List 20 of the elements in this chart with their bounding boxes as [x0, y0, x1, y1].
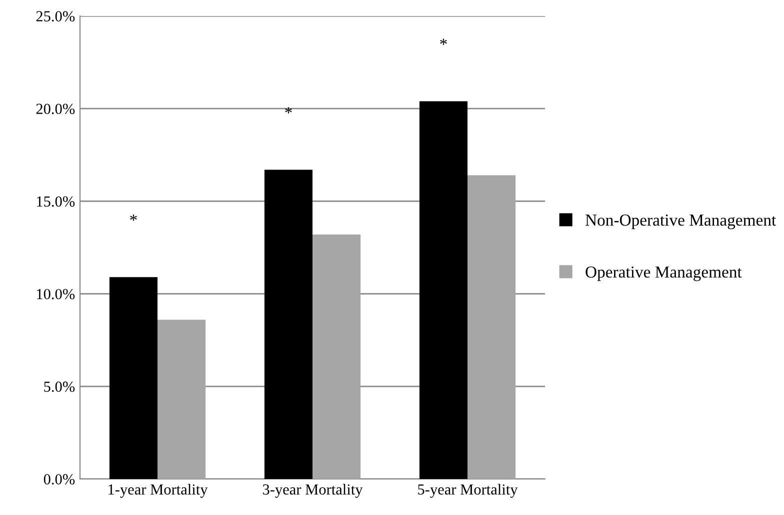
bar	[312, 234, 361, 479]
y-tick-label: 20.0%	[36, 104, 75, 114]
bar	[419, 101, 468, 479]
x-tick-label: 1-year Mortality	[108, 484, 208, 498]
y-tick-label: 10.0%	[37, 288, 75, 300]
y-tick-label: 15.0%	[37, 196, 75, 207]
bar	[158, 320, 206, 479]
x-tick-label: 5-year Mortality	[418, 484, 518, 498]
bar	[468, 175, 516, 479]
legend-label: Non-Operative Management	[585, 214, 776, 230]
legend-label: Operative Management	[586, 266, 742, 282]
annotation: *	[285, 107, 292, 114]
bar	[109, 277, 158, 479]
annotation: *	[130, 214, 137, 221]
x-tick-label: 3-year Mortality	[262, 484, 363, 498]
y-tick-label: 0.0%	[44, 474, 75, 485]
y-tick-label: 5.0%	[44, 382, 75, 392]
bar	[264, 170, 312, 479]
annotation: *	[440, 38, 447, 45]
y-tick-label: 25.0%	[36, 11, 75, 22]
